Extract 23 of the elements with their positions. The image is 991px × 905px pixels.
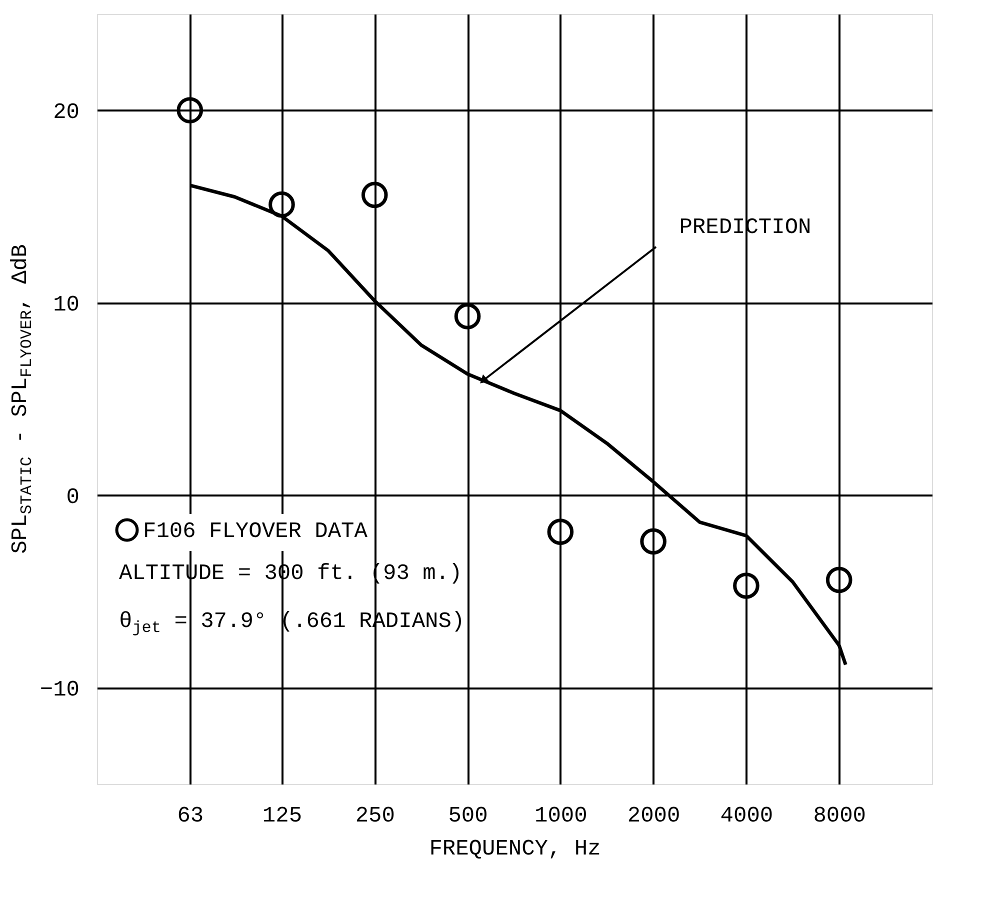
x-axis-title: FREQUENCY, Hz xyxy=(429,836,601,862)
y-tick-label: 0 xyxy=(66,484,80,510)
x-tick-label: 500 xyxy=(448,804,488,828)
point xyxy=(547,518,574,545)
point xyxy=(826,566,852,594)
x-tick-label: 250 xyxy=(355,804,395,828)
point xyxy=(268,191,295,218)
y-tick-label: 10 xyxy=(53,292,80,318)
point xyxy=(640,528,666,555)
point xyxy=(454,303,481,330)
x-tick-label: 125 xyxy=(262,804,302,828)
point xyxy=(176,97,204,124)
x-tick-label: 2000 xyxy=(627,804,680,828)
y-tick-label: 20 xyxy=(53,100,80,125)
y-tick-label: −10 xyxy=(40,677,80,702)
point xyxy=(733,572,760,599)
x-tick-label: 4000 xyxy=(720,804,774,828)
y-axis-title: SPLSTATIC - SPLFLYOVER, ΔdB xyxy=(8,244,36,554)
legend-label: F106 FLYOVER DATA xyxy=(143,519,368,544)
point xyxy=(361,182,388,208)
x-tick-label: 63 xyxy=(177,804,204,828)
x-tick-label: 8000 xyxy=(813,804,866,828)
x-tick-label: 1000 xyxy=(534,804,588,828)
